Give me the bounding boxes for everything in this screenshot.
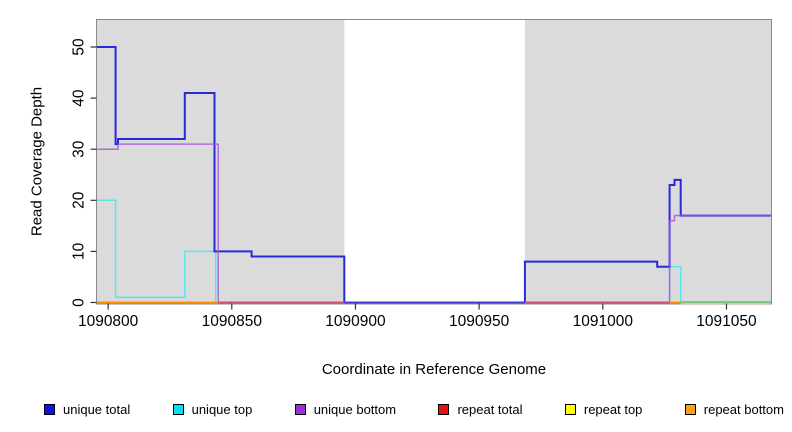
legend-label: unique top: [191, 401, 253, 417]
x-axis-title: Coordinate in Reference Genome: [321, 361, 547, 378]
y-tick-label: 40: [71, 89, 88, 107]
legend-item-unique-top: unique top: [172, 401, 253, 417]
legend-item-unique-total: unique total: [44, 402, 130, 417]
legend-swatch-icon: [438, 403, 450, 415]
y-tick-label: 30: [71, 140, 88, 158]
y-axis-title: Read Coverage Depth: [28, 86, 46, 237]
y-tick-label: 20: [71, 191, 88, 209]
x-tick-label: 1090850: [202, 313, 263, 330]
plot-border: [96, 19, 772, 305]
x-tick-label: 1090950: [449, 313, 510, 330]
legend-label: repeat top: [583, 401, 643, 417]
x-tick-label: 1091000: [573, 313, 634, 330]
x-tick-label: 1090900: [325, 313, 386, 330]
y-tick-label: 10: [71, 242, 88, 260]
legend-swatch-icon: [172, 403, 184, 415]
legend-item-unique-bottom: unique bottom: [294, 401, 397, 417]
legend-swatch-icon: [294, 403, 306, 415]
shaded-region: [97, 20, 345, 304]
legend-label: unique total: [63, 401, 131, 417]
legend-item-repeat-bottom: repeat bottom: [684, 401, 784, 417]
legend-item-repeat-total: repeat total: [438, 401, 523, 417]
legend-label: repeat total: [457, 401, 523, 417]
legend: unique total unique top unique bottom repea…: [44, 398, 784, 420]
y-tick-label: 0: [71, 298, 88, 307]
x-tick-label: 1091050: [696, 313, 757, 330]
x-tick-label: 1090800: [78, 313, 139, 330]
shaded-region: [524, 20, 771, 304]
y-tick-label: 50: [71, 38, 88, 56]
series-line-unique-top: [97, 199, 771, 304]
legend-swatch-icon: [564, 403, 576, 415]
legend-item-repeat-top: repeat top: [564, 401, 643, 417]
legend-swatch-icon: [684, 403, 696, 415]
legend-label: unique bottom: [313, 401, 397, 417]
legend-swatch-icon: [44, 403, 55, 415]
series-line-unique-total: [97, 46, 771, 304]
legend-label: repeat bottom: [703, 401, 784, 417]
